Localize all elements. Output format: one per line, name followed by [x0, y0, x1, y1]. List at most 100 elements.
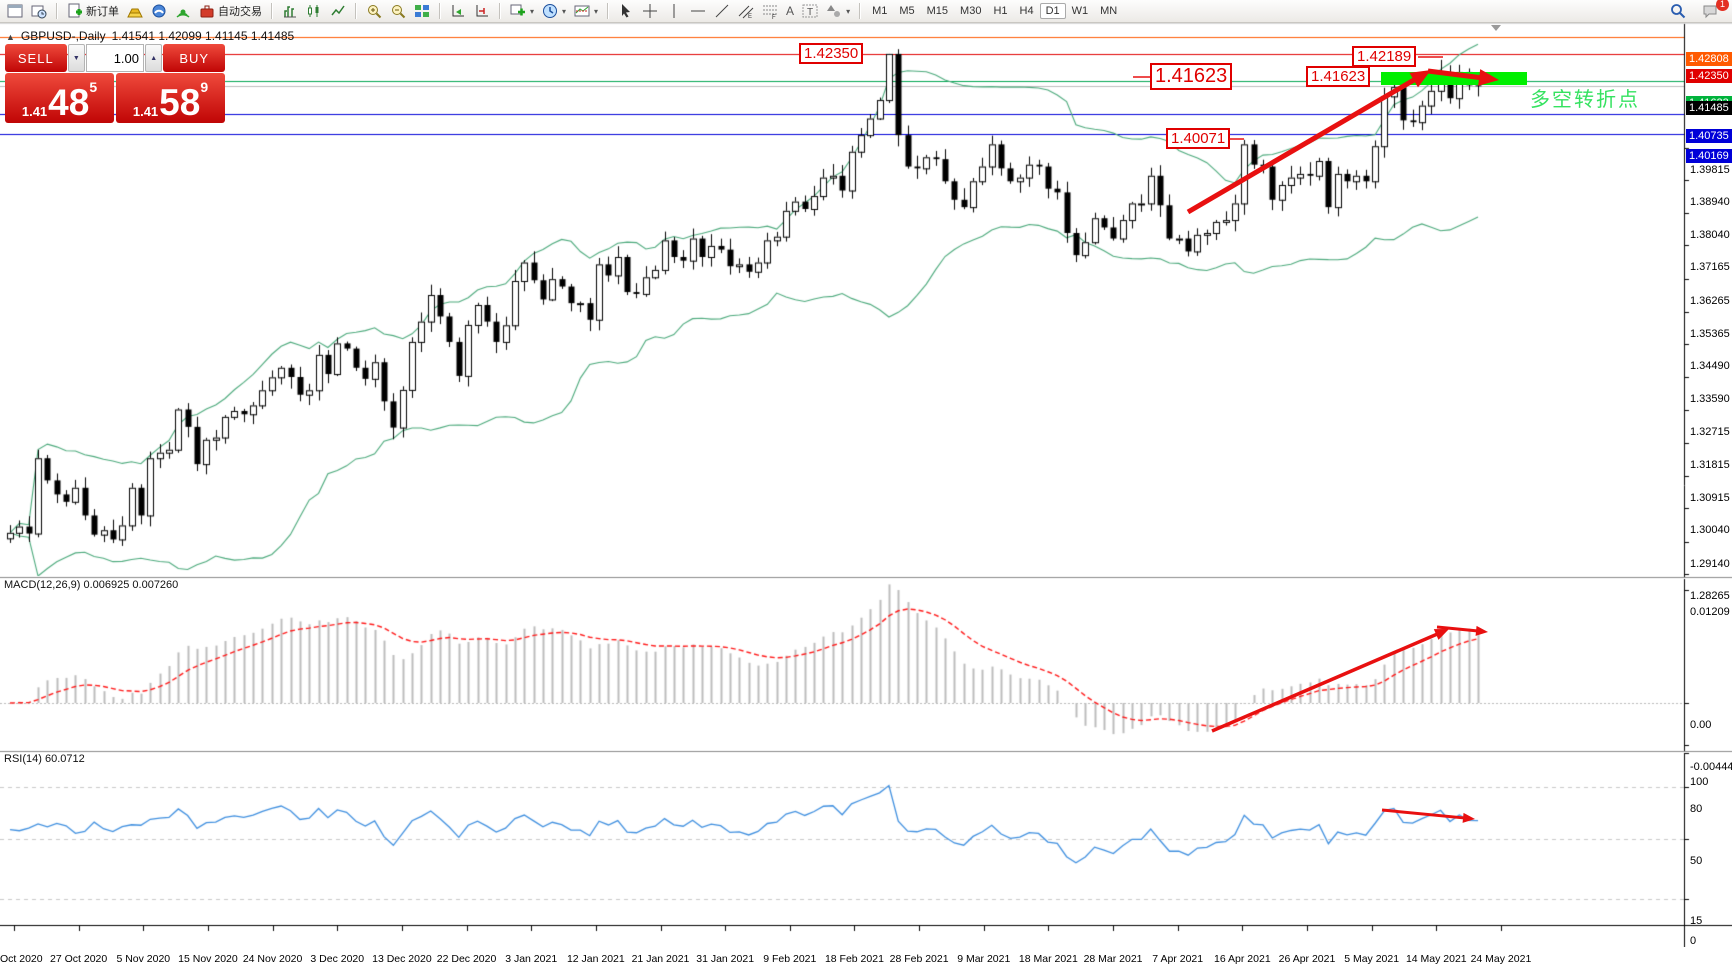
signals-button[interactable] [171, 2, 195, 20]
shapes-tool-button[interactable]: ▾ [822, 2, 854, 20]
tile-windows-button[interactable] [410, 2, 434, 20]
periods-button[interactable]: ▾ [538, 2, 570, 20]
price-tick: 1.34490 [1690, 360, 1730, 373]
price-annotation-label[interactable]: 1.41623 [1150, 63, 1233, 90]
tester-clock-icon [31, 3, 47, 19]
channel-tool-button[interactable]: E [734, 2, 758, 20]
cursor-tool-button[interactable] [614, 2, 638, 20]
new-order-icon [67, 3, 83, 19]
timeframe-M15[interactable]: M15 [926, 5, 949, 17]
rsi-indicator-label: RSI(14) 60.0712 [4, 753, 85, 765]
rsi-axis-tick: 80 [1690, 803, 1703, 816]
templates-icon [574, 3, 590, 19]
sell-price-display[interactable]: 1.41 48 5 [5, 73, 114, 123]
date-label: 7 Apr 2021 [1152, 953, 1204, 965]
price-badge: 1.40169 [1686, 149, 1732, 164]
notifications-button[interactable]: 1 [1698, 0, 1729, 20]
volume-down-button[interactable]: ▼ [67, 44, 86, 72]
date-label: 26 Apr 2021 [1278, 953, 1336, 965]
timeframe-H1[interactable]: H1 [993, 5, 1008, 17]
search-button[interactable] [1666, 2, 1690, 20]
price-annotation-label[interactable]: 1.41623 [1306, 66, 1371, 88]
chart-window-icon [7, 3, 23, 19]
indicators-button[interactable]: ▾ [506, 2, 538, 20]
community-button[interactable] [147, 2, 171, 20]
trendline-tool-button[interactable] [710, 2, 734, 20]
timeframe-M5[interactable]: M5 [899, 5, 915, 17]
one-click-trading-panel: SELL ▼ 1.00 ▲ BUY 1.41 48 5 1.41 58 9 [5, 44, 226, 123]
chart-title: GBPUSD-,Daily [20, 29, 106, 43]
scroll-position-marker[interactable] [1491, 25, 1501, 31]
strategy-tester-button[interactable] [27, 2, 51, 20]
price-badge: 1.41485 [1686, 100, 1732, 115]
crosshair-tool-button[interactable] [638, 2, 662, 20]
chart-ohlc-values: 1.41541 1.42099 1.41145 1.41485 [111, 29, 295, 43]
price-annotation-label[interactable]: 1.42350 [799, 43, 864, 65]
signals-icon [175, 3, 191, 19]
sell-button[interactable]: SELL [5, 44, 67, 72]
line-chart-mode-button[interactable] [326, 2, 350, 20]
new-order-label: 新订单 [86, 6, 119, 18]
chart-window-button[interactable] [3, 2, 27, 20]
date-label: 15 Nov 2020 [178, 953, 238, 965]
price-tick: 1.30915 [1690, 492, 1730, 505]
new-order-button[interactable]: 新订单 [63, 2, 123, 20]
zoom-out-button[interactable] [386, 2, 410, 20]
templates-button[interactable]: ▾ [570, 2, 602, 20]
buy-price-sup: 9 [200, 79, 209, 95]
buy-button[interactable]: BUY [163, 44, 226, 72]
fibonacci-tool-button[interactable]: F [758, 2, 782, 20]
timeframe-H4[interactable]: H4 [1019, 5, 1034, 17]
indicators-icon [510, 3, 526, 19]
timeframe-group: M1 M5 M15 M30 H1 H4 D1 W1 MN [863, 0, 1126, 22]
auto-scroll-button[interactable] [446, 2, 470, 20]
date-label: 3 Dec 2020 [310, 953, 365, 965]
date-label: 28 Feb 2021 [889, 953, 949, 965]
notification-badge: 1 [1716, 0, 1729, 11]
volume-input[interactable]: 1.00 [86, 44, 144, 72]
auto-trading-label: 自动交易 [218, 6, 262, 18]
zoom-in-button[interactable] [362, 2, 386, 20]
candlestick-mode-button[interactable] [302, 2, 326, 20]
price-tick: 1.29140 [1690, 557, 1730, 570]
price-annotation-label[interactable]: 1.42189 [1352, 46, 1417, 68]
price-tick: 1.39815 [1690, 163, 1730, 176]
horizontal-line-tool-button[interactable] [686, 2, 710, 20]
volume-up-button[interactable]: ▲ [145, 44, 163, 72]
date-label: 12 Jan 2021 [566, 953, 625, 965]
date-label: 9 Mar 2021 [957, 953, 1011, 965]
deposit-button[interactable] [123, 2, 147, 20]
timeframe-W1[interactable]: W1 [1071, 5, 1089, 17]
date-label: 18 Mar 2021 [1018, 953, 1078, 965]
label-tool-button[interactable]: T [798, 2, 822, 20]
svg-text:E: E [748, 14, 752, 19]
turning-point-note[interactable]: 多空转折点 [1530, 89, 1640, 111]
auto-trading-button[interactable]: 自动交易 [195, 2, 266, 20]
date-label: 16 Apr 2021 [1214, 953, 1271, 965]
price-annotation-label[interactable]: 1.40071 [1166, 128, 1231, 150]
buy-price-display[interactable]: 1.41 58 9 [116, 73, 225, 123]
vertical-line-tool-button[interactable] [662, 2, 686, 20]
date-label: 24 May 2021 [1470, 953, 1532, 965]
support-zone-bar[interactable] [1381, 72, 1527, 85]
collapse-arrow-icon[interactable]: ▲ [6, 32, 15, 42]
chart-canvas[interactable] [0, 22, 1732, 947]
date-label: 13 Dec 2020 [372, 953, 432, 965]
date-label: 28 Mar 2021 [1083, 953, 1143, 965]
macd-axis-tick: 0.01209 [1690, 606, 1730, 618]
timeframe-M1[interactable]: M1 [872, 5, 888, 17]
timeframe-M30[interactable]: M30 [960, 5, 982, 17]
date-label: 21 Jan 2021 [631, 953, 690, 965]
timeframe-MN[interactable]: MN [1100, 5, 1118, 17]
auto-scroll-icon [450, 3, 466, 19]
gold-bar-icon [127, 3, 143, 19]
rsi-axis-tick: 0 [1690, 935, 1697, 947]
text-tool-button[interactable]: A [782, 2, 798, 20]
chart-shift-icon [474, 3, 490, 19]
date-label: 5 May 2021 [1344, 953, 1400, 965]
chart-shift-button[interactable] [470, 2, 494, 20]
bar-chart-mode-button[interactable] [278, 2, 302, 20]
date-label: 27 Oct 2020 [50, 953, 108, 965]
price-tick: 1.38940 [1690, 195, 1730, 208]
timeframe-D1[interactable]: D1 [1039, 3, 1066, 19]
